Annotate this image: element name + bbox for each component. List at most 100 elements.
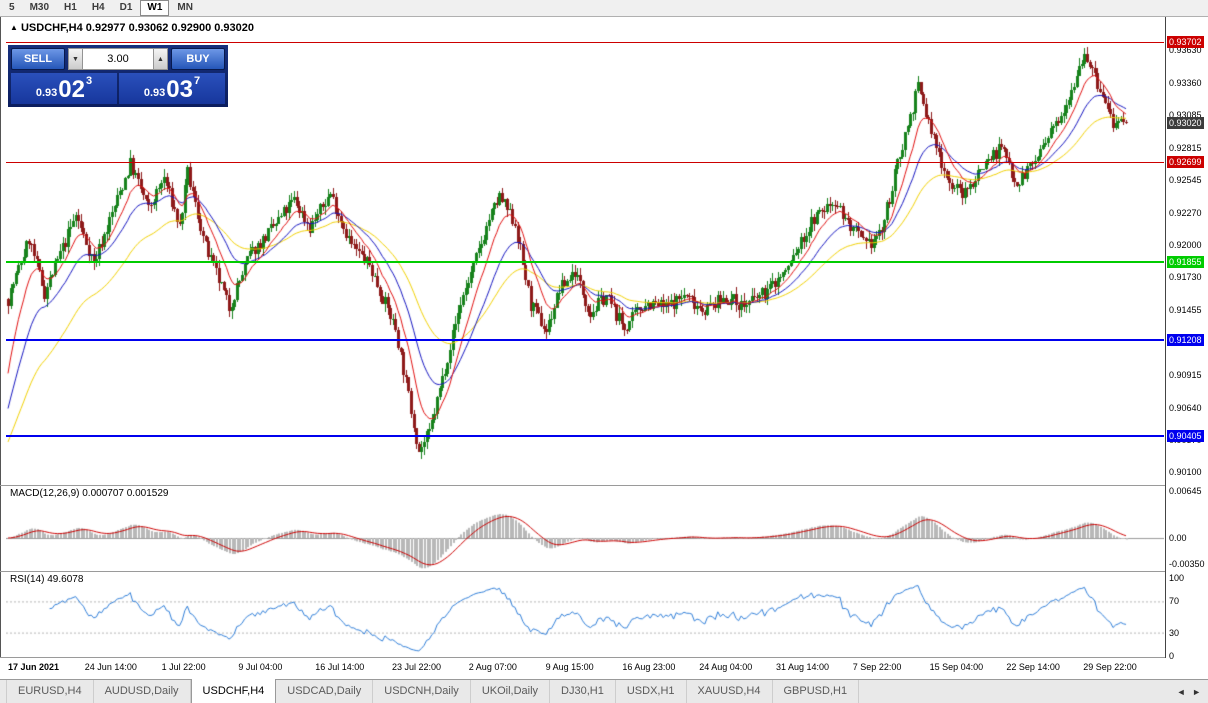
- tabs-scroll-right-icon[interactable]: ►: [1192, 687, 1203, 697]
- price-level-badge: 0.93702: [1167, 35, 1204, 48]
- price-tick: 0.92815: [1169, 142, 1202, 153]
- macd-indicator-label: MACD(12,26,9) 0.000707 0.001529: [10, 488, 169, 499]
- sell-price-big-digits: 02: [58, 76, 85, 103]
- timeframe-button-w1[interactable]: W1: [140, 0, 170, 16]
- price-tick: 0.92270: [1169, 207, 1202, 218]
- time-axis-label: 17 Jun 2021: [8, 662, 60, 672]
- panel-separator[interactable]: [0, 657, 1208, 658]
- time-axis-label: 1 Jul 22:00: [161, 662, 206, 672]
- buy-price-prefix: 0.93: [143, 87, 166, 99]
- trade-panel-buttons-row: SELL ▼ 3.00 ▲ BUY: [11, 48, 225, 70]
- price-level-badge: 0.92699: [1167, 155, 1204, 168]
- rsi-tick: 0: [1169, 651, 1175, 661]
- buy-button[interactable]: BUY: [171, 48, 225, 70]
- buy-price-pip: 7: [194, 75, 201, 87]
- chart-title: ▲ USDCHF,H4 0.92977 0.93062 0.92900 0.93…: [10, 22, 254, 34]
- price-tick: 0.92545: [1169, 174, 1202, 185]
- macd-tick: 0.00: [1169, 533, 1187, 543]
- time-axis-label: 9 Jul 04:00: [238, 662, 283, 672]
- current-price-badge: 0.93020: [1167, 117, 1204, 130]
- sell-price-prefix: 0.93: [35, 87, 58, 99]
- chart-symbol-label: USDCHF,H4: [20, 22, 83, 34]
- time-axis[interactable]: 17 Jun 2021 24 Jun 14:00 1 Jul 22:00 9 Jul …: [0, 658, 1165, 679]
- macd-tick: -0.00350: [1169, 558, 1205, 569]
- timeframe-toolbar: 5 M30 H1 H4 D1 W1 MN: [0, 0, 1208, 17]
- chart-tab-usdchf[interactable]: USDCHF,H4: [190, 679, 277, 703]
- tabs-container: EURUSD,H4 AUDUSD,Daily USDCHF,H4 USDCAD,Dai…: [0, 679, 1208, 703]
- tabs-scroll: ◄ ►: [1177, 687, 1203, 697]
- chart-tab-eurusd[interactable]: EURUSD,H4: [6, 680, 94, 703]
- horizontal-level-line[interactable]: [6, 338, 1164, 341]
- chart-left-frame: [0, 17, 1, 658]
- volume-increase-icon[interactable]: ▲: [153, 48, 168, 70]
- macd-tick: 0.00645: [1169, 485, 1202, 496]
- chart-tab-xauusd[interactable]: XAUUSD,H4: [687, 680, 773, 703]
- chart-symbol-icon: ▲: [10, 23, 18, 32]
- horizontal-level-line[interactable]: [6, 434, 1164, 437]
- timeframe-button-5[interactable]: 5: [9, 2, 15, 13]
- price-level-badge: 0.90405: [1167, 429, 1204, 442]
- chart-ohlc-values: 0.92977 0.93062 0.92900 0.93020: [85, 22, 254, 34]
- time-axis-label: 24 Aug 04:00: [699, 662, 753, 672]
- time-axis-label: 23 Jul 22:00: [392, 662, 442, 672]
- timeframe-button-d1[interactable]: D1: [119, 2, 133, 13]
- chart-tabs-bar: EURUSD,H4 AUDUSD,Daily USDCHF,H4 USDCAD,Dai…: [0, 679, 1208, 703]
- price-tick: 0.90640: [1169, 402, 1202, 413]
- sell-price-pip: 3: [86, 75, 93, 87]
- time-axis-label: 31 Aug 14:00: [776, 662, 830, 672]
- price-level-badge: 0.91208: [1167, 333, 1204, 346]
- panel-separator[interactable]: [0, 485, 1208, 486]
- sell-price-display[interactable]: 0.93 02 3: [11, 73, 117, 104]
- one-click-trading-panel: SELL ▼ 3.00 ▲ BUY 0.93 02 3 0.93 03 7: [8, 45, 228, 107]
- time-axis-label: 15 Sep 04:00: [929, 662, 984, 672]
- price-tick: 0.91455: [1169, 305, 1202, 316]
- price-level-badge: 0.91855: [1167, 256, 1204, 269]
- price-tick: 0.90100: [1169, 467, 1202, 478]
- volume-value[interactable]: 3.00: [83, 48, 153, 70]
- buy-price-display[interactable]: 0.93 03 7: [119, 73, 225, 104]
- rsi-indicator-label: RSI(14) 49.6078: [10, 574, 84, 585]
- price-tick: 0.93085: [1169, 110, 1202, 121]
- volume-decrease-icon[interactable]: ▼: [68, 48, 83, 70]
- chart-tab-ukoil[interactable]: UKOil,Daily: [471, 680, 551, 703]
- price-tick: 0.93360: [1169, 77, 1202, 88]
- rsi-tick: 100: [1169, 573, 1185, 583]
- time-axis-label: 2 Aug 07:00: [468, 662, 517, 672]
- time-axis-label: 16 Jul 14:00: [315, 662, 365, 672]
- chart-tab-usdcnh[interactable]: USDCNH,Daily: [373, 680, 471, 703]
- rsi-tick: 70: [1169, 596, 1180, 607]
- buy-price-big-digits: 03: [166, 76, 193, 103]
- chart-tab-usdcad[interactable]: USDCAD,Daily: [276, 680, 374, 703]
- price-tick: 0.93630: [1169, 45, 1202, 56]
- chart-tab-gbpusd[interactable]: GBPUSD,H1: [773, 680, 860, 703]
- chart-tab-usdx[interactable]: USDX,H1: [616, 680, 687, 703]
- rsi-canvas[interactable]: [6, 572, 1164, 657]
- price-tick: 0.90915: [1169, 369, 1202, 380]
- horizontal-level-line[interactable]: [6, 41, 1164, 43]
- price-tick: 0.92000: [1169, 240, 1202, 251]
- time-axis-label: 24 Jun 14:00: [84, 662, 137, 672]
- price-axis[interactable]: 0.93630 0.93360 0.93085 0.92815 0.92545 0.922…: [1165, 17, 1208, 661]
- time-axis-label: 29 Sep 22:00: [1083, 662, 1137, 672]
- time-axis-label: 16 Aug 23:00: [622, 662, 676, 672]
- panel-separator[interactable]: [0, 571, 1208, 572]
- tabs-scroll-left-icon[interactable]: ◄: [1176, 687, 1188, 697]
- chart-window: ▲ USDCHF,H4 0.92977 0.93062 0.92900 0.93…: [0, 17, 1208, 679]
- chart-tab-dj30[interactable]: DJ30,H1: [550, 680, 616, 703]
- timeframe-button-h1[interactable]: H1: [64, 2, 77, 13]
- price-tick: 0.91730: [1169, 272, 1202, 283]
- timeframe-button-m30[interactable]: M30: [29, 2, 50, 13]
- sell-button[interactable]: SELL: [11, 48, 65, 70]
- time-axis-label: 22 Sep 14:00: [1006, 662, 1060, 672]
- horizontal-level-line[interactable]: [6, 261, 1164, 264]
- timeframe-button-mn[interactable]: MN: [177, 2, 193, 13]
- time-axis-label: 9 Aug 15:00: [545, 662, 594, 672]
- macd-canvas[interactable]: [6, 486, 1164, 571]
- volume-spinner[interactable]: ▼ 3.00 ▲: [68, 48, 168, 70]
- time-axis-label: 7 Sep 22:00: [852, 662, 902, 672]
- timeframe-button-h4[interactable]: H4: [91, 2, 105, 13]
- horizontal-level-line[interactable]: [6, 161, 1164, 163]
- rsi-tick: 30: [1169, 627, 1180, 638]
- trade-panel-prices-row: 0.93 02 3 0.93 03 7: [11, 73, 225, 104]
- chart-tab-audusd[interactable]: AUDUSD,Daily: [94, 680, 191, 703]
